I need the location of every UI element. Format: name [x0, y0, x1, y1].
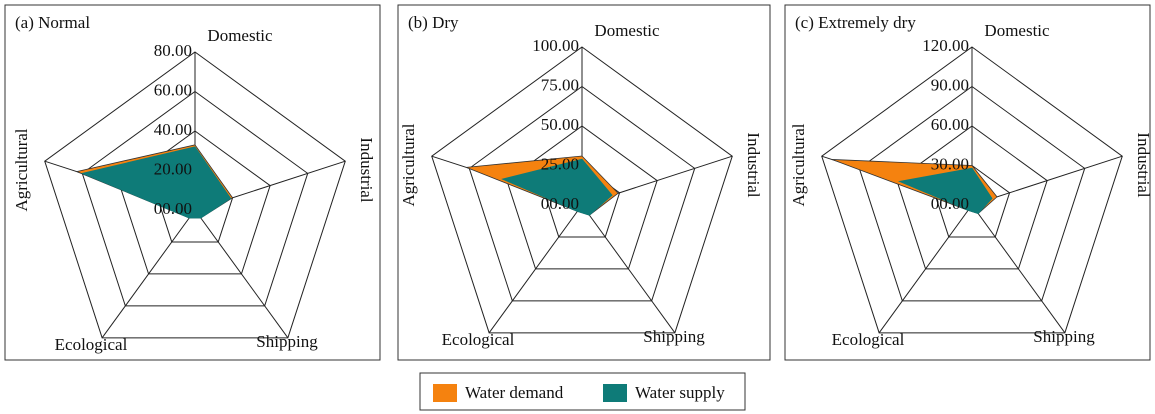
axis-spoke — [878, 204, 973, 334]
panel-title: (b) Dry — [408, 13, 459, 32]
r-tick-label: 30.00 — [931, 154, 969, 173]
legend-swatch — [603, 384, 627, 402]
panel-title: (a) Normal — [15, 13, 90, 32]
r-tick-label: 00.00 — [931, 194, 969, 213]
r-tick-label: 75.00 — [541, 75, 579, 94]
axis-label: Agricultural — [12, 128, 31, 211]
legend-label: Water supply — [635, 383, 725, 402]
axis-label: Domestic — [594, 21, 660, 40]
r-tick-label: 60.00 — [154, 80, 192, 99]
axis-label: Ecological — [832, 330, 905, 349]
panel-frame — [784, 4, 1151, 361]
r-tick-label: 40.00 — [154, 120, 192, 139]
legend-label: Water demand — [465, 383, 564, 402]
radar-area: Water supply — [501, 158, 613, 216]
grid-ring — [468, 85, 696, 302]
panel-frame — [4, 4, 381, 361]
r-tick-label: 120.00 — [922, 36, 969, 55]
axis-spoke — [581, 204, 676, 334]
r-tick-label: 80.00 — [154, 41, 192, 60]
r-tick-label: 100.00 — [532, 36, 579, 55]
axis-label: Industrial — [1134, 132, 1153, 197]
axis-label: Ecological — [442, 330, 515, 349]
r-tick-label: 60.00 — [931, 115, 969, 134]
axis-label: Domestic — [984, 21, 1050, 40]
panel-title: (c) Extremely dry — [795, 13, 916, 32]
axis-spoke — [101, 209, 196, 339]
grid-ring — [821, 46, 1123, 334]
r-tick-label: 25.00 — [541, 154, 579, 173]
axis-spoke — [971, 204, 1066, 334]
r-tick-label: 00.00 — [541, 194, 579, 213]
grid-ring — [431, 46, 733, 334]
r-tick-label: 00.00 — [154, 199, 192, 218]
axis-label: Shipping — [256, 332, 318, 351]
r-tick-label: 90.00 — [931, 75, 969, 94]
axis-label: Shipping — [1033, 327, 1095, 346]
grid-ring — [858, 85, 1086, 302]
axis-label: Industrial — [744, 132, 763, 197]
grid-ring — [81, 90, 309, 307]
legend-swatch — [433, 384, 457, 402]
r-tick-label: 20.00 — [154, 159, 192, 178]
axis-label: Agricultural — [399, 123, 418, 206]
axis-label: Ecological — [55, 335, 128, 354]
legend-frame — [419, 372, 746, 411]
radar-area: Water supply — [897, 167, 993, 214]
axis-spoke — [488, 204, 583, 334]
axis-label: Agricultural — [789, 123, 808, 206]
axis-label: Shipping — [643, 327, 705, 346]
r-tick-label: 50.00 — [541, 115, 579, 134]
panel-frame — [397, 4, 771, 361]
axis-label: Domestic — [207, 26, 273, 45]
grid-ring — [44, 51, 346, 339]
axis-spoke — [194, 209, 289, 339]
radar-area — [81, 146, 232, 219]
axis-label: Industrial — [357, 137, 376, 202]
